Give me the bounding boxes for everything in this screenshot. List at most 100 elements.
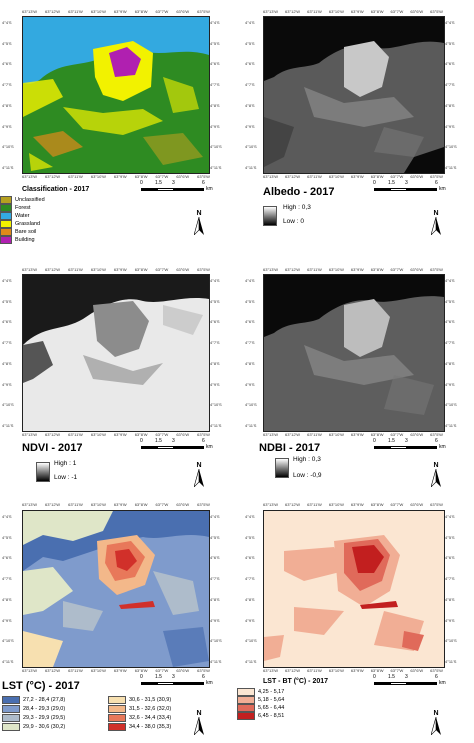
scale-unit: km	[439, 680, 446, 686]
tick-label: 63°7'W	[155, 502, 169, 507]
tick-label: 4°7'S	[210, 340, 220, 346]
scale-bar: 0 1.5 3 6 km	[373, 180, 446, 194]
tick-label: 4°9'S	[2, 381, 12, 387]
legend-swatch	[0, 236, 12, 244]
scale-bar: 0 1.5 3 6 km	[140, 674, 213, 688]
longitude-ticks-top: 63°13'W 63°12'W 63°11'W 63°10'W 63°9'W 63°8'W…	[263, 502, 443, 507]
tick-label: 4°4'S	[245, 278, 255, 283]
latitude-ticks-left: 4°4'S 4°5'S 4°6'S 4°7'S 4°8'S 4°9'S 4°10'S 4°11…	[2, 20, 14, 170]
latitude-ticks-left: 4°4'S 4°5'S 4°6'S 4°7'S 4°8'S 4°9'S 4°10'S 4°11…	[2, 514, 14, 664]
tick-label: 63°8'W	[134, 668, 148, 673]
north-arrow-icon	[431, 717, 441, 735]
longitude-ticks-top: 63°13'W 63°12'W 63°11'W 63°10'W 63°9'W 63°8'W…	[263, 267, 443, 272]
tick-label: 63°13'W	[22, 668, 38, 673]
tick-label: 4°8'S	[210, 360, 220, 366]
longitude-ticks-bottom: 63°13'W 63°12'W 63°11'W 63°10'W 63°9'W 63°8'W…	[22, 432, 210, 437]
tick-label: 4°9'S	[445, 381, 455, 387]
scale-label-1: 1.5	[388, 180, 395, 186]
tick-label: 4°5'S	[2, 40, 12, 46]
tick-label: 63°11'W	[307, 174, 322, 179]
tick-label: 63°11'W	[307, 668, 322, 673]
north-arrow: N	[192, 210, 206, 236]
tick-label: 63°13'W	[22, 9, 38, 14]
scale-label-0: 0	[373, 438, 376, 444]
tick-label: 63°6'W	[176, 502, 190, 507]
longitude-ticks-bottom: 63°13'W 63°12'W 63°11'W 63°10'W 63°9'W 63°8'W…	[22, 668, 210, 673]
tick-label: 63°5'W	[197, 668, 210, 673]
tick-label: 4°6'S	[245, 61, 255, 67]
tick-label: 63°9'W	[350, 174, 364, 179]
tick-label: 63°10'W	[328, 9, 344, 14]
legend-swatch	[237, 696, 255, 704]
latitude-ticks-right: 4°4'S 4°5'S 4°6'S 4°7'S 4°8'S 4°9'S 4°10'S 4°11…	[210, 514, 222, 664]
tick-label: 63°12'W	[45, 432, 61, 437]
legend-item: 29,3 - 29,9 (29,5)	[2, 714, 65, 722]
legend-label: 30,6 - 31,5 (30,9)	[129, 697, 172, 703]
legend-swatch	[2, 696, 20, 704]
legend-item: 29,9 - 30,6 (30,2)	[2, 723, 65, 731]
legend-swatch	[0, 204, 12, 212]
tick-label: 4°5'S	[245, 534, 255, 540]
tick-label: 63°13'W	[22, 502, 38, 507]
tick-label: 4°8'S	[245, 360, 255, 366]
tick-label: 4°8'S	[245, 102, 255, 108]
tick-label: 4°9'S	[245, 617, 255, 623]
lst-panel: 63°13'W 63°12'W 63°11'W 63°10'W 63°9'W 63°8'W…	[0, 498, 237, 743]
legend-label: 5,65 - 6,44	[258, 705, 285, 711]
legend-label: Forest	[15, 205, 31, 211]
tick-label: 4°7'S	[445, 340, 455, 346]
legend-item: 30,6 - 31,5 (30,9)	[108, 696, 171, 704]
tick-label: 63°12'W	[285, 174, 301, 179]
tick-label: 4°5'S	[245, 40, 255, 46]
ndvi-low-label: Low : -1	[54, 474, 78, 481]
tick-label: 63°10'W	[90, 9, 106, 14]
tick-label: 63°9'W	[350, 432, 364, 437]
legend-label: 28,4 - 29,3 (29,0)	[23, 706, 66, 712]
scale-segment	[407, 682, 437, 685]
tick-label: 63°9'W	[113, 432, 127, 437]
tick-label: 4°6'S	[445, 61, 455, 67]
scale-label-1: 1.5	[155, 180, 162, 186]
tick-label: 63°12'W	[285, 432, 301, 437]
tick-label: 63°13'W	[263, 267, 279, 272]
legend-swatch	[0, 220, 12, 228]
tick-label: 63°10'W	[90, 502, 106, 507]
albedo-title: Albedo - 2017	[263, 186, 335, 198]
tick-label: 63°8'W	[370, 432, 384, 437]
tick-label: 4°6'S	[245, 555, 255, 561]
latitude-ticks-left: 4°4'S 4°5'S 4°6'S 4°7'S 4°8'S 4°9'S 4°10'S 4°11…	[245, 20, 257, 170]
scale-segment	[157, 682, 174, 685]
tick-label: 63°10'W	[328, 267, 344, 272]
tick-label: 63°5'W	[197, 267, 210, 272]
legend-item: 27,2 - 28,4 (27,8)	[2, 696, 65, 704]
scale-label-3: 6	[202, 180, 205, 186]
tick-label: 63°8'W	[370, 668, 384, 673]
legend-label: 29,3 - 29,9 (29,5)	[23, 715, 66, 721]
tick-label: 4°8'S	[445, 102, 455, 108]
ndvi-map	[22, 274, 210, 432]
tick-label: 4°7'S	[445, 82, 455, 88]
north-arrow-icon	[431, 469, 441, 487]
tick-label: 63°6'W	[410, 432, 424, 437]
tick-label: 4°5'S	[210, 534, 220, 540]
lst-bt-map	[263, 510, 445, 668]
classification-map	[22, 16, 210, 174]
scale-label-2: 3	[172, 438, 175, 444]
tick-label: 63°12'W	[45, 668, 61, 673]
tick-label: 63°6'W	[176, 9, 190, 14]
tick-label: 4°5'S	[445, 298, 455, 304]
latitude-ticks-right: 4°4'S 4°5'S 4°6'S 4°7'S 4°8'S 4°9'S 4°10'S 4°11…	[445, 278, 457, 428]
legend-label: 5,18 - 5,64	[258, 697, 285, 703]
scale-segment	[141, 188, 157, 191]
scale-label-0: 0	[140, 674, 143, 680]
scale-segment	[174, 446, 204, 449]
scale-label-2: 3	[172, 674, 175, 680]
tick-label: 4°9'S	[210, 617, 220, 623]
tick-label: 4°4'S	[445, 20, 455, 25]
north-label: N	[433, 462, 439, 469]
longitude-ticks-bottom: 63°13'W 63°12'W 63°11'W 63°10'W 63°9'W 63°8'W…	[263, 432, 443, 437]
ndbi-high-label: High : 0,3	[293, 456, 321, 463]
legend-swatch	[2, 723, 20, 731]
tick-label: 4°10'S	[245, 144, 257, 150]
tick-label: 4°8'S	[210, 102, 220, 108]
